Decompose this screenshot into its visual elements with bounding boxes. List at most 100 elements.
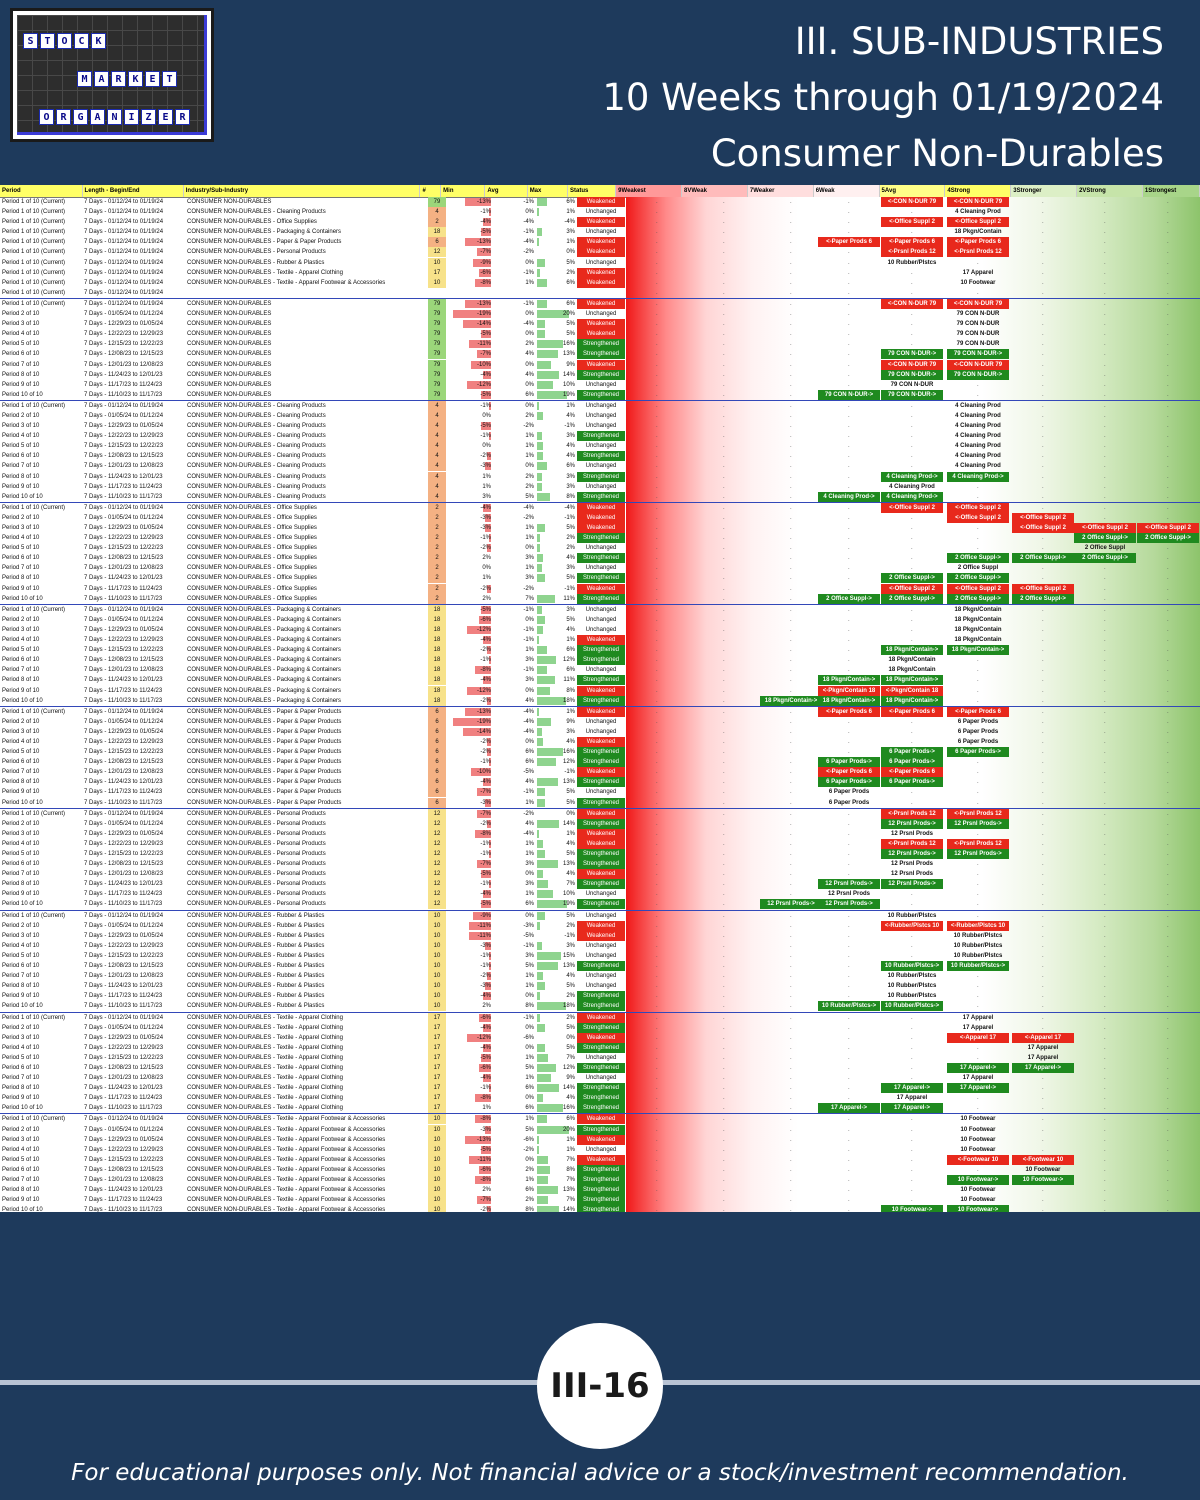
strength-bucket: 6 Paper Prods-> — [947, 747, 1009, 758]
length-cell-text: 7 Days - 12/15/23 to 12/22/23 — [84, 647, 164, 654]
column-header[interactable]: 6Weak — [813, 185, 880, 197]
max-cell-text: 4% — [566, 412, 575, 419]
strength-bucket: 6 Paper Prods-> — [818, 757, 880, 768]
min-bar — [483, 503, 491, 512]
industry-cell: CONSUMER NON-DURABLES - Paper & Paper Pr… — [187, 717, 427, 727]
empty-marker: . — [656, 922, 658, 929]
empty-marker: . — [1167, 412, 1169, 419]
avg-cell: 6% — [494, 899, 534, 909]
min-bar — [483, 370, 491, 379]
column-header[interactable]: 1Strongest — [1142, 185, 1200, 197]
empty-marker: . — [977, 952, 979, 959]
min-cell: -7% — [449, 349, 491, 359]
empty-marker: . — [1042, 1085, 1044, 1092]
column-header[interactable]: 3Stronger — [1011, 185, 1078, 197]
count-cell-text: 10 — [433, 1197, 441, 1204]
length-cell: 7 Days - 11/17/23 to 11/24/23 — [84, 584, 184, 594]
period-cell: Period 1 of 10 (Current) — [2, 707, 82, 717]
empty-marker: . — [1104, 697, 1106, 704]
industry-cell-text: CONSUMER NON-DURABLES - Paper & Paper Pr… — [187, 769, 342, 776]
column-header[interactable]: 5Avg — [879, 185, 946, 197]
empty-marker: . — [656, 728, 658, 735]
empty-marker: . — [790, 932, 792, 939]
avg-cell-text: 0% — [525, 381, 534, 388]
count-cell: 10 — [428, 1154, 446, 1165]
empty-marker: . — [1104, 963, 1106, 970]
max-bar — [537, 900, 568, 909]
column-header[interactable]: Length - Begin/End — [83, 185, 184, 197]
avg-cell: 7% — [494, 594, 534, 604]
empty-marker: . — [848, 973, 850, 980]
min-bar — [489, 432, 491, 441]
empty-marker: . — [1042, 535, 1044, 542]
empty-marker: . — [656, 891, 658, 898]
count-cell: 10 — [428, 920, 446, 931]
empty-marker: . — [790, 1197, 792, 1204]
max-bar — [537, 534, 541, 543]
column-header[interactable]: 2VStrong — [1077, 185, 1143, 197]
empty-marker: . — [790, 657, 792, 664]
empty-marker: . — [848, 219, 850, 226]
max-cell-text: 5% — [566, 983, 575, 990]
min-cell: -7% — [449, 809, 491, 819]
length-cell-text: 7 Days - 11/17/23 to 11/24/23 — [84, 483, 163, 490]
status-badge-text: Strengthened — [582, 1003, 620, 1010]
column-header[interactable]: Industry/Sub-Industry — [184, 185, 421, 197]
empty-marker: . — [1042, 891, 1044, 898]
empty-marker: . — [790, 525, 792, 531]
status-badge-text: Weakened — [586, 331, 616, 338]
strength-bucket: <-CON N-DUR 79 — [881, 197, 943, 207]
column-header[interactable]: Period — [0, 185, 83, 197]
avg-cell: 6% — [494, 757, 534, 767]
length-cell-text: 7 Days - 12/29/23 to 01/05/24 — [84, 1034, 164, 1041]
empty-marker: . — [1042, 1044, 1044, 1051]
min-cell-text: -12% — [476, 1034, 491, 1041]
length-cell: 7 Days - 01/05/24 to 01/12/24 — [84, 717, 184, 727]
count-cell-text: 18 — [433, 697, 441, 704]
column-header[interactable]: 8VWeak — [682, 185, 748, 197]
table-row: Period 4 of 10 7 Days - 12/22/23 to 12/29… — [0, 329, 1200, 340]
strength-bucket: 12 Prsnl Prods — [827, 891, 871, 898]
empty-marker: . — [1042, 779, 1044, 786]
avg-cell: 2% — [494, 411, 534, 421]
industry-cell: CONSUMER NON-DURABLES - Rubber & Plastic… — [187, 921, 427, 931]
empty-marker: . — [1104, 901, 1106, 908]
status-badge: Unchanged — [577, 1144, 625, 1155]
column-header[interactable]: Max — [528, 185, 568, 197]
max-bar — [537, 605, 542, 614]
empty-marker: . — [977, 423, 979, 430]
column-header[interactable]: Status — [568, 185, 617, 197]
column-header[interactable]: 9Weakest — [616, 185, 683, 197]
column-header[interactable]: 7Weaker — [747, 185, 814, 197]
column-header[interactable]: Avg — [485, 185, 528, 197]
industry-cell: CONSUMER NON-DURABLES — [187, 390, 427, 400]
period-cell-text: Period 6 of 10 — [2, 657, 40, 664]
max-bar — [537, 1176, 549, 1184]
table-row: Period 6 of 10 7 Days - 12/08/23 to 12/15… — [0, 349, 1200, 360]
empty-marker: . — [790, 1014, 792, 1021]
max-cell-text: 10% — [562, 891, 575, 898]
count-cell: 79 — [428, 197, 446, 207]
status-badge-text: Unchanged — [585, 423, 617, 430]
length-cell: 7 Days - 01/12/24 to 01/19/24 — [84, 258, 184, 268]
strength-bucket: 12 Prsnl Prods — [890, 830, 934, 837]
column-header[interactable]: # — [420, 185, 442, 197]
count-cell-text: 18 — [433, 657, 441, 664]
length-cell: 7 Days - 01/05/24 to 01/12/24 — [84, 921, 184, 931]
min-cell: -4% — [449, 503, 491, 513]
empty-marker: . — [1042, 687, 1044, 694]
status-badge-text: Unchanged — [585, 912, 617, 919]
avg-cell-text: 3% — [525, 555, 534, 562]
industry-cell-text: CONSUMER NON-DURABLES - Paper & Paper Pr… — [187, 799, 342, 806]
column-header[interactable]: Min — [441, 185, 486, 197]
column-header[interactable]: 4Strong — [945, 185, 1012, 197]
empty-marker: . — [1104, 1075, 1106, 1082]
max-bar — [537, 350, 558, 359]
industry-cell-text: CONSUMER NON-DURABLES - Office Supplies — [187, 504, 317, 511]
empty-marker: . — [1104, 637, 1106, 644]
empty-marker: . — [723, 708, 725, 715]
status-badge: Unchanged — [577, 543, 625, 554]
empty-marker: . — [656, 229, 658, 236]
empty-marker: . — [1167, 626, 1169, 633]
empty-marker: . — [790, 1075, 792, 1082]
